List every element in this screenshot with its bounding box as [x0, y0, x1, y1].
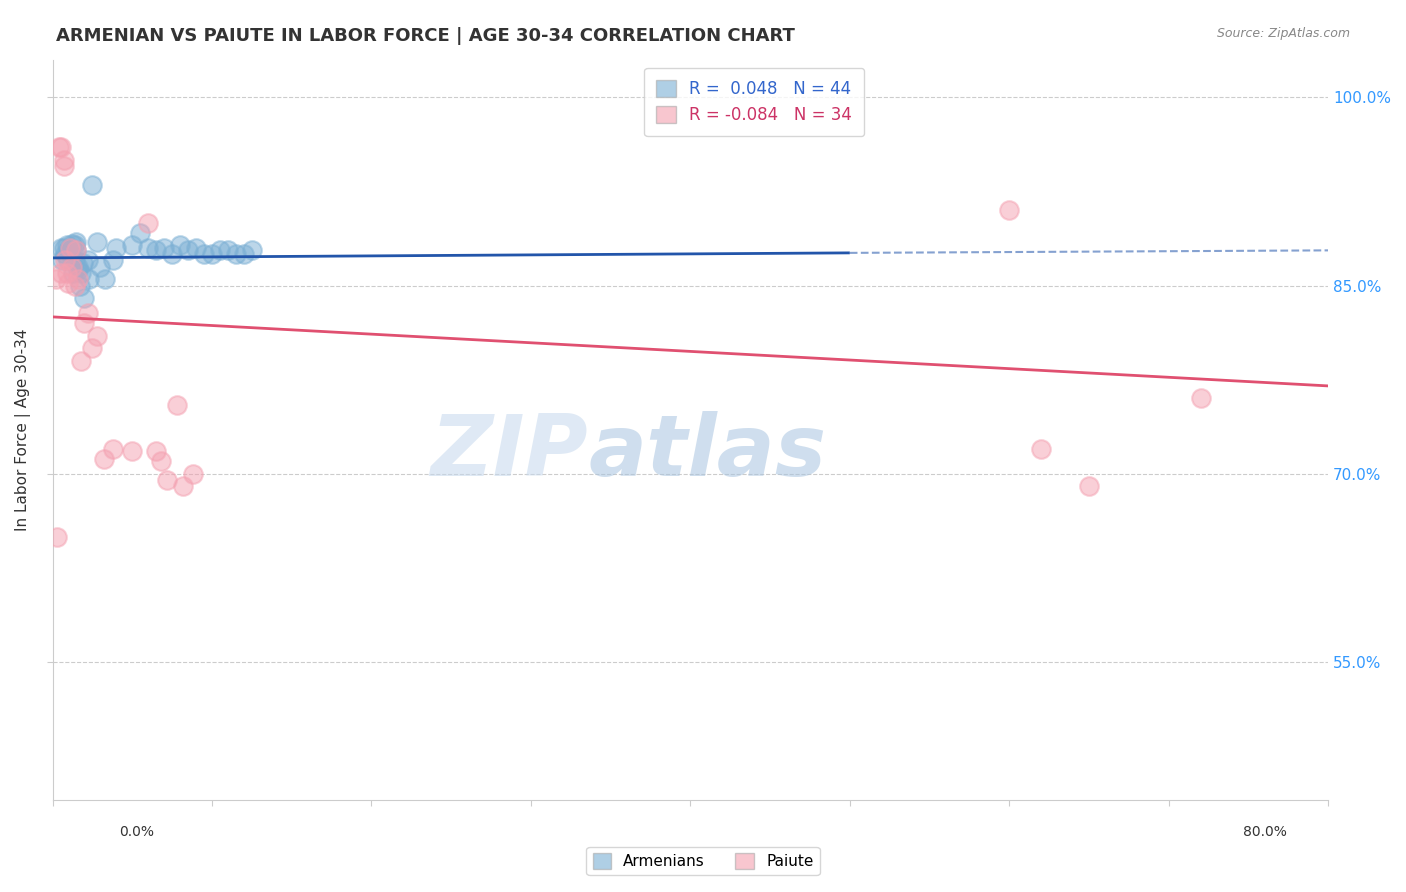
Point: [59, 247, 82, 261]
Point: [145, 444, 167, 458]
Point: [56, 238, 79, 252]
Point: [63, 278, 86, 293]
Legend: R =  0.048   N = 44, R = -0.084   N = 34: R = 0.048 N = 44, R = -0.084 N = 34: [644, 68, 863, 136]
Point: [121, 444, 143, 458]
Point: [145, 244, 167, 258]
Y-axis label: In Labor Force | Age 30-34: In Labor Force | Age 30-34: [15, 328, 31, 531]
Point: [160, 247, 183, 261]
Point: [121, 238, 143, 252]
Text: ARMENIAN VS PAIUTE IN LABOR FORCE | AGE 30-34 CORRELATION CHART: ARMENIAN VS PAIUTE IN LABOR FORCE | AGE …: [56, 27, 796, 45]
Point: [46, 529, 69, 543]
Point: [60, 260, 83, 274]
Point: [48, 140, 70, 154]
Point: [70, 266, 93, 280]
Point: [45, 272, 67, 286]
Point: [73, 291, 96, 305]
Point: [49, 241, 72, 255]
Point: [73, 316, 96, 330]
Text: ZIP: ZIP: [430, 410, 588, 493]
Point: [58, 253, 80, 268]
Point: [129, 226, 152, 240]
Point: [56, 266, 79, 280]
Point: [166, 398, 188, 412]
Point: [86, 328, 108, 343]
Point: [49, 140, 72, 154]
Point: [58, 244, 80, 258]
Point: [177, 244, 200, 258]
Point: [58, 276, 80, 290]
Text: 0.0%: 0.0%: [120, 825, 155, 839]
Point: [70, 354, 93, 368]
Point: [208, 244, 231, 258]
Point: [1078, 479, 1101, 493]
Point: [65, 244, 87, 258]
Point: [52, 241, 75, 255]
Point: [63, 253, 86, 268]
Point: [136, 241, 159, 255]
Point: [998, 203, 1021, 218]
Point: [76, 306, 98, 320]
Text: atlas: atlas: [588, 410, 827, 493]
Point: [201, 247, 224, 261]
Point: [69, 278, 91, 293]
Point: [93, 451, 115, 466]
Point: [86, 235, 108, 249]
Point: [76, 253, 98, 268]
Point: [105, 241, 128, 255]
Point: [65, 244, 87, 258]
Legend: Armenians, Paiute: Armenians, Paiute: [586, 847, 820, 875]
Point: [169, 238, 191, 252]
Point: [77, 272, 100, 286]
Point: [62, 266, 84, 280]
Point: [65, 235, 87, 249]
Point: [232, 247, 254, 261]
Point: [53, 247, 76, 261]
Point: [49, 266, 72, 280]
Point: [172, 479, 194, 493]
Point: [82, 178, 104, 193]
Point: [67, 272, 90, 286]
Point: [67, 263, 90, 277]
Point: [72, 256, 94, 270]
Point: [240, 244, 263, 258]
Point: [101, 253, 124, 268]
Point: [217, 244, 239, 258]
Text: Source: ZipAtlas.com: Source: ZipAtlas.com: [1216, 27, 1350, 40]
Point: [82, 341, 104, 355]
Point: [156, 473, 179, 487]
Point: [94, 272, 117, 286]
Point: [52, 159, 75, 173]
Point: [136, 216, 159, 230]
Point: [89, 260, 111, 274]
Point: [53, 253, 76, 268]
Point: [59, 241, 82, 255]
Point: [52, 153, 75, 167]
Point: [149, 454, 172, 468]
Point: [153, 241, 176, 255]
Point: [1029, 442, 1052, 456]
Point: [51, 253, 73, 268]
Point: [193, 247, 215, 261]
Point: [181, 467, 204, 481]
Point: [60, 237, 83, 252]
Point: [184, 241, 207, 255]
Point: [67, 260, 90, 274]
Point: [225, 247, 247, 261]
Point: [101, 442, 124, 456]
Point: [1189, 392, 1212, 406]
Point: [63, 238, 86, 252]
Text: 80.0%: 80.0%: [1243, 825, 1286, 839]
